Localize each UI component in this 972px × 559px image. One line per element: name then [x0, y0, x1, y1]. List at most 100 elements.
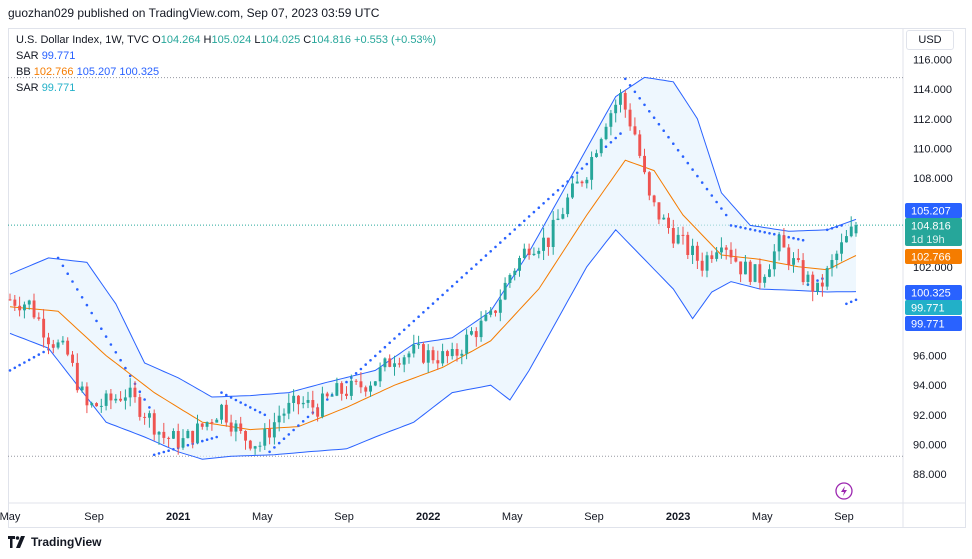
candle-body	[465, 334, 469, 354]
candle-body	[200, 423, 204, 427]
sar-dot	[614, 136, 617, 140]
sar-dot	[80, 296, 84, 299]
sar-dot	[696, 174, 699, 178]
candle-body	[498, 299, 502, 313]
candle-body	[330, 395, 334, 397]
sar-dot	[633, 90, 637, 94]
candle-body	[758, 264, 762, 283]
candle-body	[316, 407, 320, 417]
candle-body	[638, 134, 642, 156]
sar-dot	[739, 226, 742, 229]
candle-body	[23, 304, 26, 311]
footer-brand-text: TradingView	[31, 535, 102, 549]
sar-dot	[393, 337, 396, 340]
sar-dot	[441, 293, 444, 297]
last-price-badge	[905, 218, 962, 246]
candle-body	[604, 126, 608, 140]
candle-body	[763, 276, 767, 283]
sar-dot	[648, 110, 651, 113]
sar-dot	[724, 213, 728, 217]
sar-dot	[417, 315, 420, 319]
sar-dot	[676, 148, 680, 152]
candle-body	[590, 157, 594, 180]
sar-dot	[758, 230, 762, 233]
sar-dot	[378, 350, 382, 353]
candle-body	[455, 349, 459, 356]
sar-dot	[71, 280, 74, 283]
candle-body	[546, 237, 550, 247]
symbol-name[interactable]: U.S. Dollar Index, 1W, TVC	[16, 34, 150, 46]
sar-dot	[402, 328, 406, 332]
sar-dot	[729, 224, 733, 227]
candle-body	[508, 275, 512, 283]
footer-brand: TradingView	[8, 535, 101, 549]
sar-dot	[95, 319, 98, 323]
sar-dot	[374, 354, 377, 358]
publisher-header: guozhan029 published on TradingView.com,…	[8, 6, 380, 20]
bb-row[interactable]: BB 102.766 105.207 100.325	[16, 64, 436, 80]
y-tick-label: 90.000	[913, 439, 947, 451]
sar-dot	[547, 197, 550, 201]
low-value: 104.025	[260, 34, 301, 46]
chart-frame	[8, 28, 966, 528]
sar-dot	[523, 219, 526, 223]
candle-body	[393, 363, 396, 367]
sar-dot	[215, 435, 218, 439]
sar-dot	[657, 122, 661, 126]
candle-body	[37, 317, 41, 319]
ohlc-row[interactable]: U.S. Dollar Index, 1W, TVC O104.264 H105…	[16, 32, 436, 48]
candle-body	[388, 358, 392, 367]
candle-body	[551, 219, 555, 247]
close-label: C	[303, 34, 312, 46]
candle-body	[811, 274, 815, 292]
sar-dot	[835, 225, 839, 229]
sar-dot	[138, 390, 142, 394]
sar-dot	[787, 235, 790, 239]
sar-dot	[840, 224, 843, 227]
candle-body	[95, 403, 98, 407]
sar-dot	[479, 258, 483, 262]
sar-dot	[749, 228, 752, 231]
candle-body	[325, 393, 329, 397]
sar1-row[interactable]: SAR 99.771	[16, 48, 436, 64]
candle-body	[47, 337, 50, 345]
candle-body	[474, 331, 478, 338]
candle-body	[383, 358, 387, 368]
candle-body	[494, 310, 497, 313]
candle-body	[830, 260, 834, 269]
candle-body	[152, 413, 156, 435]
sar-dot	[773, 232, 776, 236]
candle-body	[681, 234, 685, 236]
sar-dot	[263, 413, 267, 417]
bb-upper-badge-text: 105.207	[911, 206, 951, 218]
candle-body	[18, 305, 22, 311]
candle-body	[359, 381, 363, 388]
candle-body	[297, 395, 300, 405]
candle-body	[676, 234, 680, 244]
candle-body	[345, 393, 348, 396]
bb-upper-line	[9, 76, 857, 398]
candle-body	[143, 416, 147, 418]
sar-dot	[609, 141, 613, 144]
candle-body	[633, 126, 637, 135]
sar-dot	[109, 343, 113, 346]
sar-dot	[527, 215, 531, 218]
candle-body	[220, 404, 223, 420]
sar-dot	[672, 142, 675, 145]
sar-dot	[407, 324, 411, 327]
sar-dot	[13, 366, 17, 370]
sar-dot	[566, 180, 569, 183]
candle-body	[556, 218, 560, 220]
candle-body	[277, 415, 281, 423]
sar1-badge-text: 99.771	[911, 319, 945, 331]
sar2-row[interactable]: SAR 99.771	[16, 80, 436, 96]
candle-body	[667, 217, 670, 228]
currency-button[interactable]: USD	[906, 30, 954, 50]
sar-dot	[450, 284, 454, 288]
sar-dot	[446, 289, 449, 292]
sar-dot	[667, 135, 670, 139]
sar-dot	[470, 267, 473, 271]
candle-body	[75, 362, 79, 391]
candle-body	[777, 235, 781, 252]
